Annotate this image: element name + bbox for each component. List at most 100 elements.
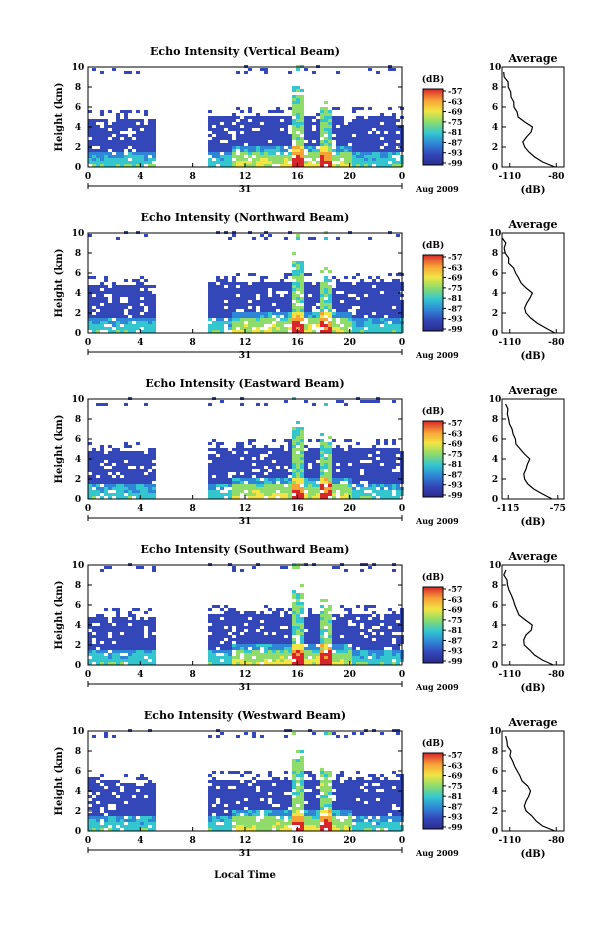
heatmap-cell xyxy=(228,137,232,140)
heatmap-cell xyxy=(260,490,264,493)
heatmap-cell xyxy=(264,276,268,279)
y-tick-label: 4 xyxy=(75,455,81,465)
heatmap-cell xyxy=(344,569,348,572)
heatmap-cell xyxy=(268,484,272,487)
heatmap-cell xyxy=(248,309,252,312)
heatmap-cell xyxy=(264,282,268,285)
heatmap-cell xyxy=(292,617,296,620)
heatmap-cell xyxy=(368,122,372,125)
heatmap-cell xyxy=(140,656,144,659)
heatmap-cell xyxy=(292,315,296,318)
heatmap-cell xyxy=(96,294,100,297)
heatmap-cell xyxy=(96,318,100,321)
heatmap-cell xyxy=(284,451,288,454)
heatmap-cell xyxy=(256,472,260,475)
heatmap-cell xyxy=(132,155,136,158)
heatmap-cell xyxy=(304,282,308,285)
heatmap-cell xyxy=(120,641,124,644)
heatmap-cell xyxy=(276,143,280,146)
heatmap-cell xyxy=(96,798,100,801)
heatmap-cell xyxy=(120,161,124,164)
heatmap-cell xyxy=(220,472,224,475)
heatmap-cell xyxy=(132,804,136,807)
heatmap-cell xyxy=(372,282,376,285)
average-title: Average xyxy=(507,52,557,65)
heatmap-cell xyxy=(216,149,220,152)
heatmap-cell xyxy=(384,617,388,620)
heatmap-cell xyxy=(252,237,256,240)
heatmap-cell xyxy=(92,825,96,828)
heatmap-cell xyxy=(144,484,148,487)
heatmap-cell xyxy=(116,819,120,822)
heatmap-cell xyxy=(388,128,392,131)
heatmap-cell xyxy=(320,282,324,285)
heatmap-cell xyxy=(248,125,252,128)
heatmap-cell xyxy=(344,472,348,475)
heatmap-cell xyxy=(348,617,352,620)
heatmap-cell xyxy=(92,629,96,632)
heatmap-cell xyxy=(332,623,336,626)
heatmap-cell xyxy=(208,650,212,653)
heatmap-cell xyxy=(312,454,316,457)
heatmap-cell xyxy=(240,478,244,481)
heatmap-cell xyxy=(360,321,364,324)
heatmap-cell xyxy=(228,481,232,484)
heatmap-cell xyxy=(88,786,92,789)
heatmap-cell xyxy=(372,137,376,140)
heatmap-cell xyxy=(100,291,104,294)
heatmap-cell xyxy=(96,659,100,662)
heatmap-cell xyxy=(124,442,128,445)
heatmap-cell xyxy=(312,288,316,291)
heatmap-cell xyxy=(224,279,228,282)
heatmap-cell xyxy=(112,454,116,457)
heatmap-cell xyxy=(252,321,256,324)
heatmap-cell xyxy=(140,481,144,484)
y-tick-label: 10 xyxy=(72,63,85,73)
heatmap-cell xyxy=(368,297,372,300)
heatmap-cell xyxy=(212,457,216,460)
heatmap-cell xyxy=(308,306,312,309)
heatmap-cell xyxy=(220,318,224,321)
heatmap-cell xyxy=(292,294,296,297)
y-tick-label: 0 xyxy=(75,163,81,173)
heatmap-cell xyxy=(120,457,124,460)
heatmap-cell xyxy=(316,119,320,122)
heatmap-cell xyxy=(316,632,320,635)
heatmap-cell xyxy=(108,158,112,161)
heatmap-cell xyxy=(144,777,148,780)
heatmap-cell xyxy=(300,315,304,318)
heatmap-cell xyxy=(96,469,100,472)
heatmap-cell xyxy=(100,804,104,807)
heatmap-cell xyxy=(300,650,304,653)
heatmap-cell xyxy=(308,478,312,481)
heatmap-cell xyxy=(392,113,396,116)
heatmap-cell xyxy=(96,161,100,164)
heatmap-cell xyxy=(304,457,308,460)
heatmap-cell xyxy=(376,137,380,140)
heatmap-cell xyxy=(296,659,300,662)
heatmap-cell xyxy=(148,481,152,484)
heatmap-cell xyxy=(292,656,296,659)
heatmap-cell xyxy=(300,327,304,330)
heatmap-cell xyxy=(144,792,148,795)
heatmap-cell xyxy=(340,318,344,321)
heatmap-cell xyxy=(232,647,236,650)
heatmap-cell xyxy=(116,629,120,632)
heatmap-cell xyxy=(108,318,112,321)
heatmap-cell xyxy=(316,137,320,140)
heatmap-cell xyxy=(152,807,156,810)
heatmap-cell xyxy=(232,324,236,327)
heatmap-cell xyxy=(152,566,156,569)
heatmap-cell xyxy=(396,321,400,324)
heatmap-cell xyxy=(144,315,148,318)
heatmap-cell xyxy=(280,279,284,282)
heatmap-cell xyxy=(284,315,288,318)
heatmap-cell xyxy=(232,798,236,801)
heatmap-cell xyxy=(240,291,244,294)
heatmap-cell xyxy=(308,487,312,490)
heatmap-cell xyxy=(372,143,376,146)
heatmap-cell xyxy=(368,400,372,403)
heatmap-cell xyxy=(100,460,104,463)
heatmap-cell xyxy=(336,400,340,403)
